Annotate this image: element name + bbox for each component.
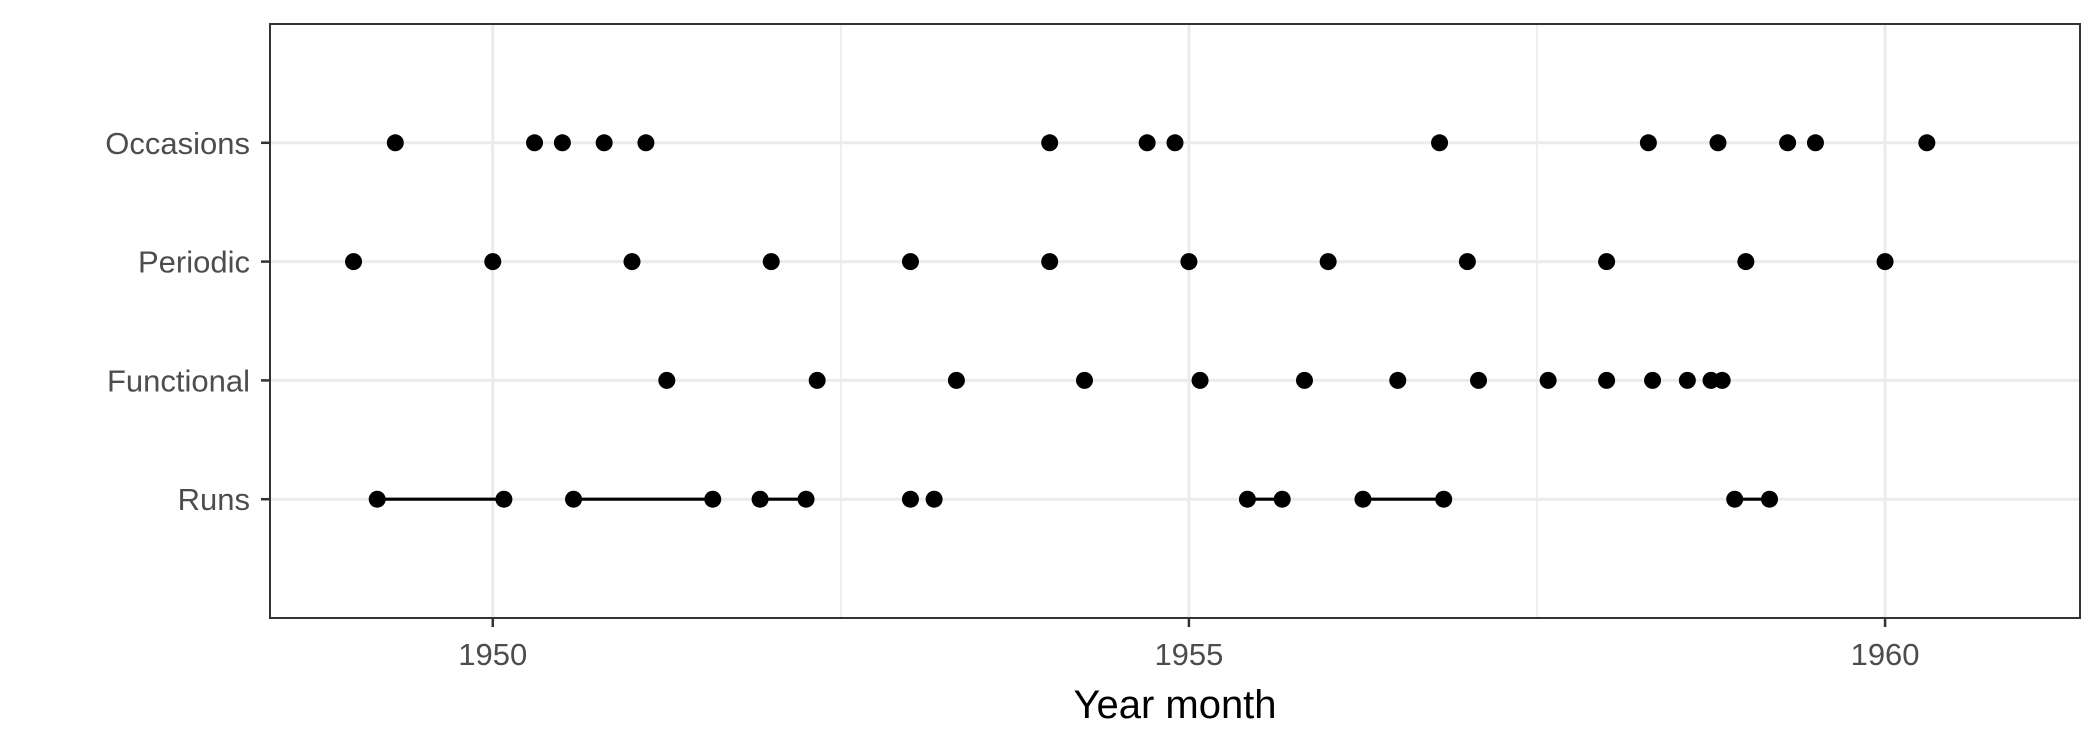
data-point	[1713, 371, 1731, 389]
data-point	[751, 490, 769, 508]
x-axis: 1950 1955 1960	[458, 618, 1920, 672]
data-point	[1166, 134, 1184, 152]
y-axis: Runs Functional Periodic Occasions	[105, 126, 270, 517]
data-point	[1726, 490, 1744, 508]
data-point	[704, 490, 722, 508]
data-point	[526, 134, 544, 152]
x-tick-label: 1955	[1154, 637, 1223, 672]
y-tick-label: Functional	[107, 363, 250, 398]
data-point	[1319, 253, 1337, 271]
data-point	[762, 253, 780, 271]
data-point	[553, 134, 571, 152]
data-point	[1458, 253, 1476, 271]
data-point	[1180, 253, 1198, 271]
data-points	[345, 134, 1936, 508]
data-point	[1806, 134, 1824, 152]
data-point	[1138, 134, 1156, 152]
y-tick-label: Occasions	[105, 126, 250, 161]
panel-border	[269, 23, 2081, 619]
data-point	[595, 134, 613, 152]
data-point	[345, 253, 363, 271]
data-point	[1761, 490, 1779, 508]
data-point	[808, 371, 826, 389]
data-point	[1295, 371, 1313, 389]
minor-gridlines	[840, 24, 1538, 618]
data-point	[1598, 371, 1616, 389]
data-point	[947, 371, 965, 389]
data-point	[1678, 371, 1696, 389]
data-point	[637, 134, 655, 152]
data-point	[658, 371, 676, 389]
data-point	[1737, 253, 1755, 271]
plot-background	[270, 24, 2080, 618]
data-point	[1470, 371, 1488, 389]
data-point	[1639, 134, 1657, 152]
data-point	[1191, 371, 1209, 389]
data-point	[1389, 371, 1407, 389]
data-point	[1709, 134, 1727, 152]
data-point	[495, 490, 513, 508]
data-point	[925, 490, 943, 508]
data-point	[386, 134, 404, 152]
data-point	[1041, 134, 1059, 152]
data-point	[1918, 134, 1936, 152]
data-point	[1598, 253, 1616, 271]
y-tick-label: Periodic	[138, 245, 250, 280]
data-point	[565, 490, 583, 508]
data-point	[368, 490, 386, 508]
data-point	[1076, 371, 1093, 389]
data-point	[1779, 134, 1797, 152]
data-point	[1273, 490, 1291, 508]
data-point	[1238, 490, 1256, 508]
data-point	[1539, 371, 1557, 389]
y-tick-label: Runs	[178, 482, 250, 517]
x-tick-label: 1960	[1851, 637, 1920, 672]
data-point	[484, 253, 502, 271]
x-tick-label: 1950	[458, 637, 527, 672]
data-point	[1431, 134, 1449, 152]
x-axis-title: Year month	[1073, 683, 1276, 727]
data-point	[1354, 490, 1372, 508]
data-point	[901, 490, 919, 508]
data-point	[1644, 371, 1662, 389]
data-point	[1876, 253, 1894, 271]
data-point	[1041, 253, 1059, 271]
data-point	[901, 253, 919, 271]
data-point	[1435, 490, 1453, 508]
data-point	[623, 253, 641, 271]
data-point	[797, 490, 815, 508]
